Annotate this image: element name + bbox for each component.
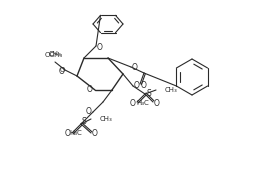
Text: O: O	[65, 130, 71, 139]
Text: O: O	[130, 98, 136, 107]
Text: O: O	[87, 84, 93, 93]
Text: H₃C: H₃C	[70, 130, 82, 136]
Text: O: O	[132, 63, 138, 72]
Text: S: S	[82, 118, 86, 127]
Text: CH₃: CH₃	[100, 116, 113, 122]
Text: O: O	[86, 107, 92, 116]
Text: O: O	[59, 67, 65, 73]
Text: O: O	[59, 66, 65, 75]
Text: H₃C: H₃C	[137, 100, 149, 106]
Text: O: O	[92, 130, 98, 139]
Text: O: O	[154, 98, 160, 107]
Text: S: S	[147, 89, 151, 98]
Text: CH₃: CH₃	[49, 51, 61, 57]
Text: OCH₃: OCH₃	[45, 52, 63, 58]
Text: O: O	[97, 43, 103, 52]
Text: O: O	[141, 81, 147, 89]
Text: CH₃: CH₃	[165, 87, 178, 93]
Text: O: O	[134, 82, 140, 91]
